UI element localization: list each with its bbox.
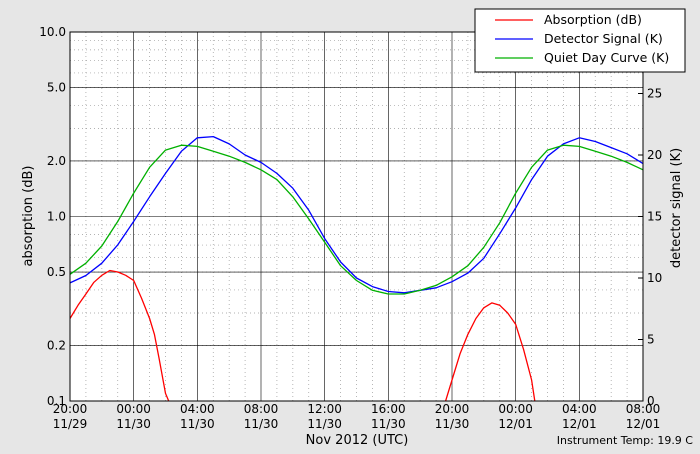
x-tick-date-label: 11/30 [244, 417, 279, 431]
series-line-absorption-db-1 [69, 269, 170, 402]
x-tick-time-label: 00:00 [498, 402, 533, 416]
x-tick-time-label: 12:00 [307, 402, 342, 416]
x-tick-time-label: 08:00 [626, 402, 661, 416]
x-tick-time-label: 04:00 [180, 402, 215, 416]
y-left-tick-label: 1.0 [47, 210, 66, 224]
y-left-tick-label: 5.0 [47, 81, 66, 95]
series-line-detector-signal-k [69, 135, 644, 294]
x-tick-date-label: 11/29 [53, 417, 88, 431]
x-tick-date-label: 11/30 [307, 417, 342, 431]
y-left-tick-label: 0.5 [47, 265, 66, 279]
x-tick-date-label: 11/30 [116, 417, 151, 431]
y-right-tick-label: 10 [647, 271, 662, 285]
y-axis-right-label: detector signal (K) [669, 148, 684, 268]
series-layer [69, 135, 644, 402]
instrument-temp-annotation: Instrument Temp: 19.9 C [557, 434, 694, 447]
x-tick-date-label: 12/01 [626, 417, 661, 431]
legend: Absorption (dB) Detector Signal (K) Quiet … [474, 8, 686, 73]
x-tick-date-label: 12/01 [562, 417, 597, 431]
x-tick-date-label: 11/30 [180, 417, 215, 431]
x-axis-label: Nov 2012 (UTC) [306, 433, 409, 448]
y-right-tick-label: 0 [647, 394, 655, 408]
y-right-tick-label: 5 [647, 333, 655, 347]
y-left-tick-label: 0.1 [47, 394, 66, 408]
y-right-tick-label: 25 [647, 87, 662, 101]
x-tick-time-label: 08:00 [244, 402, 279, 416]
y-right-tick-label: 20 [647, 148, 662, 162]
x-tick-time-label: 00:00 [116, 402, 151, 416]
x-tick-date-label: 12/01 [498, 417, 533, 431]
series-line-absorption-db-2 [444, 302, 536, 402]
x-tick-time-label: 20:00 [435, 402, 470, 416]
legend-entry-label: Detector Signal (K) [544, 31, 663, 46]
series-line-quiet-day-curve-k [69, 144, 644, 295]
x-tick-date-label: 11/30 [371, 417, 406, 431]
axis-layer: 0.10.20.51.02.05.010.0051015202520:0011/… [39, 25, 662, 431]
y-left-tick-label: 0.2 [47, 338, 66, 352]
x-tick-time-label: 20:00 [53, 402, 88, 416]
legend-entry-label: Absorption (dB) [544, 12, 642, 27]
y-axis-left-label: absorption (dB) [21, 166, 36, 267]
y-right-tick-label: 15 [647, 210, 662, 224]
legend-entry-label: Quiet Day Curve (K) [544, 50, 669, 65]
x-tick-time-label: 16:00 [371, 402, 406, 416]
x-tick-time-label: 04:00 [562, 402, 597, 416]
x-tick-date-label: 11/30 [435, 417, 470, 431]
y-left-tick-label: 2.0 [47, 154, 66, 168]
y-left-tick-label: 10.0 [39, 25, 66, 39]
